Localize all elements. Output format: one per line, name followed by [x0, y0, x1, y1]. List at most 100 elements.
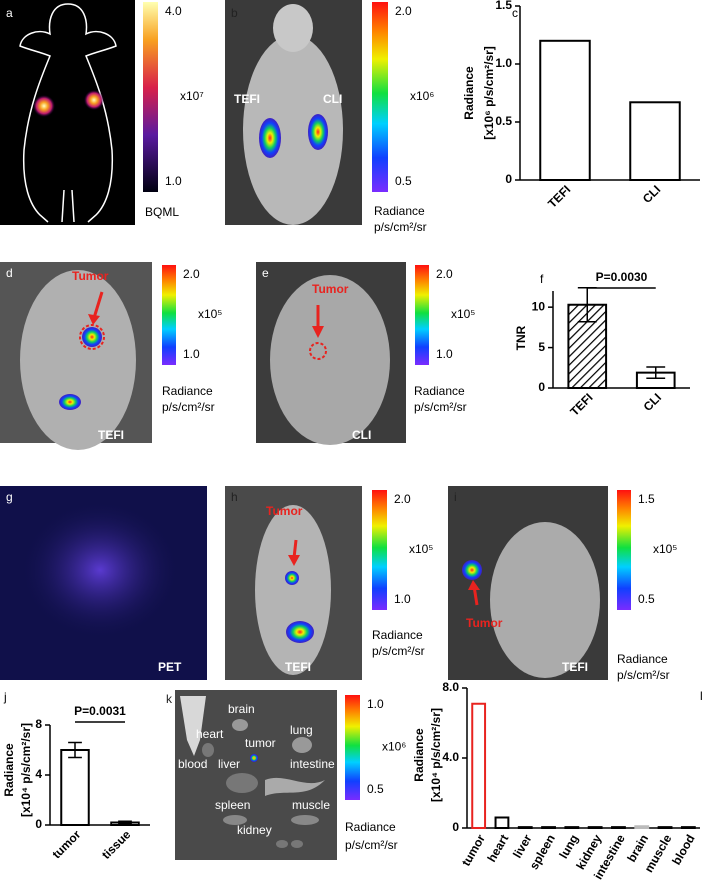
image-annotation: PET	[158, 660, 182, 674]
image-annotation: lung	[290, 723, 313, 737]
image-a	[0, 0, 135, 225]
y-tick-label: 1.0	[495, 56, 512, 70]
colorbar-min: 0.5	[367, 782, 384, 796]
colorbar-min: 1.0	[165, 174, 182, 188]
bar	[564, 826, 580, 829]
y-axis-label: Radiance	[2, 743, 16, 797]
bar	[634, 825, 650, 829]
colorbar-max: 1.0	[367, 697, 384, 711]
x-tick-label: TEFI	[567, 390, 595, 418]
y-tick-label: 0.5	[495, 114, 512, 128]
colorbar-unit: p/s/cm²/sr	[372, 644, 425, 658]
panel-label: g	[6, 490, 13, 504]
y-axis-label: [x10⁴ p/s/cm²/sr]	[19, 723, 33, 817]
panel-label: l	[700, 689, 703, 703]
image-annotation: tumor	[245, 736, 276, 750]
image-k	[175, 690, 337, 860]
x-tick-label: heart	[484, 832, 511, 864]
colorbar	[372, 490, 387, 610]
image-annotation: Tumor	[312, 282, 349, 296]
bar	[680, 826, 696, 829]
colorbar-scale: x10⁵	[451, 307, 475, 321]
colorbar	[372, 2, 388, 192]
x-tick-label: CLI	[640, 182, 664, 206]
panel-label: c	[512, 6, 518, 20]
bar	[657, 826, 673, 829]
colorbar-unit: p/s/cm²/sr	[414, 400, 467, 414]
significance-label: P=0.0030	[596, 270, 648, 284]
error-bar	[646, 366, 666, 380]
panel-label: f	[540, 272, 544, 286]
colorbar-unit: Radiance	[372, 628, 423, 642]
image-annotation: blood	[178, 757, 207, 771]
y-tick-label: 0	[35, 817, 42, 831]
y-axis-label: Radiance	[412, 728, 426, 782]
image-annotation: brain	[228, 702, 255, 716]
image-b	[225, 0, 362, 225]
image-annotation: TEFI	[98, 428, 124, 442]
colorbar-unit: p/s/cm²/sr	[345, 838, 398, 852]
image-annotation: Tumor	[72, 269, 109, 283]
image-annotation: Tumor	[466, 616, 503, 630]
bar	[629, 101, 681, 181]
bar	[611, 826, 626, 829]
colorbar-unit: Radiance	[345, 820, 396, 834]
colorbar-max: 1.5	[638, 492, 655, 506]
x-tick-label: tissue	[99, 827, 134, 862]
colorbar-min: 1.0	[394, 592, 411, 606]
colorbar-max: 2.0	[436, 267, 453, 281]
colorbar-scale: x10⁶	[410, 89, 434, 103]
colorbar-scale: x10⁵	[198, 307, 222, 321]
image-g	[0, 486, 207, 680]
colorbar	[162, 265, 176, 365]
y-tick-label: 1.5	[495, 0, 512, 12]
panel-label: j	[3, 690, 7, 704]
colorbar-min: 0.5	[395, 174, 412, 188]
colorbar-scale: x10⁶	[382, 740, 406, 754]
image-h	[225, 486, 362, 680]
image-annotation: heart	[196, 727, 224, 741]
x-tick-label: TEFI	[545, 182, 573, 210]
image-annotation: spleen	[215, 798, 250, 812]
y-axis-label: Radiance	[462, 66, 476, 120]
bar	[539, 39, 591, 181]
colorbar	[143, 2, 158, 192]
x-tick-label: CLI	[641, 390, 665, 414]
error-bar	[68, 741, 82, 759]
image-annotation: Tumor	[266, 504, 303, 518]
bar	[541, 826, 556, 829]
panel-label: i	[454, 490, 457, 504]
image-annotation: CLI	[323, 92, 342, 106]
panel-label: b	[231, 6, 238, 20]
colorbar-scale: x10⁷	[180, 89, 204, 103]
colorbar-unit: Radiance	[374, 204, 425, 218]
panel-label: h	[231, 490, 238, 504]
colorbar-scale: x10⁵	[409, 542, 433, 556]
y-tick-label: 0	[538, 380, 545, 394]
colorbar	[415, 265, 429, 365]
panel-label: e	[262, 266, 269, 280]
y-axis-label: TNR	[514, 325, 528, 350]
colorbar-unit: Radiance	[617, 652, 668, 666]
colorbar	[617, 490, 631, 610]
y-tick-label: 8.0	[442, 680, 459, 694]
image-annotation: liver	[218, 757, 240, 771]
colorbar-unit: Radiance	[162, 384, 213, 398]
image-annotation: TEFI	[285, 660, 311, 674]
y-tick-label: 8	[35, 717, 42, 731]
y-tick-label: 10	[532, 299, 546, 313]
panel-label: k	[166, 692, 173, 706]
image-i	[448, 486, 608, 680]
y-tick-label: 4.0	[442, 750, 459, 764]
image-annotation: TEFI	[562, 660, 588, 674]
image-d	[0, 262, 152, 450]
colorbar-unit: p/s/cm²/sr	[162, 400, 215, 414]
y-tick-label: 0	[452, 820, 459, 834]
colorbar-max: 2.0	[394, 492, 411, 506]
bar	[494, 816, 510, 829]
colorbar-min: 1.0	[436, 347, 453, 361]
colorbar-max: 4.0	[165, 4, 182, 18]
image-annotation: kidney	[237, 823, 272, 837]
x-tick-label: tumor	[459, 832, 488, 869]
